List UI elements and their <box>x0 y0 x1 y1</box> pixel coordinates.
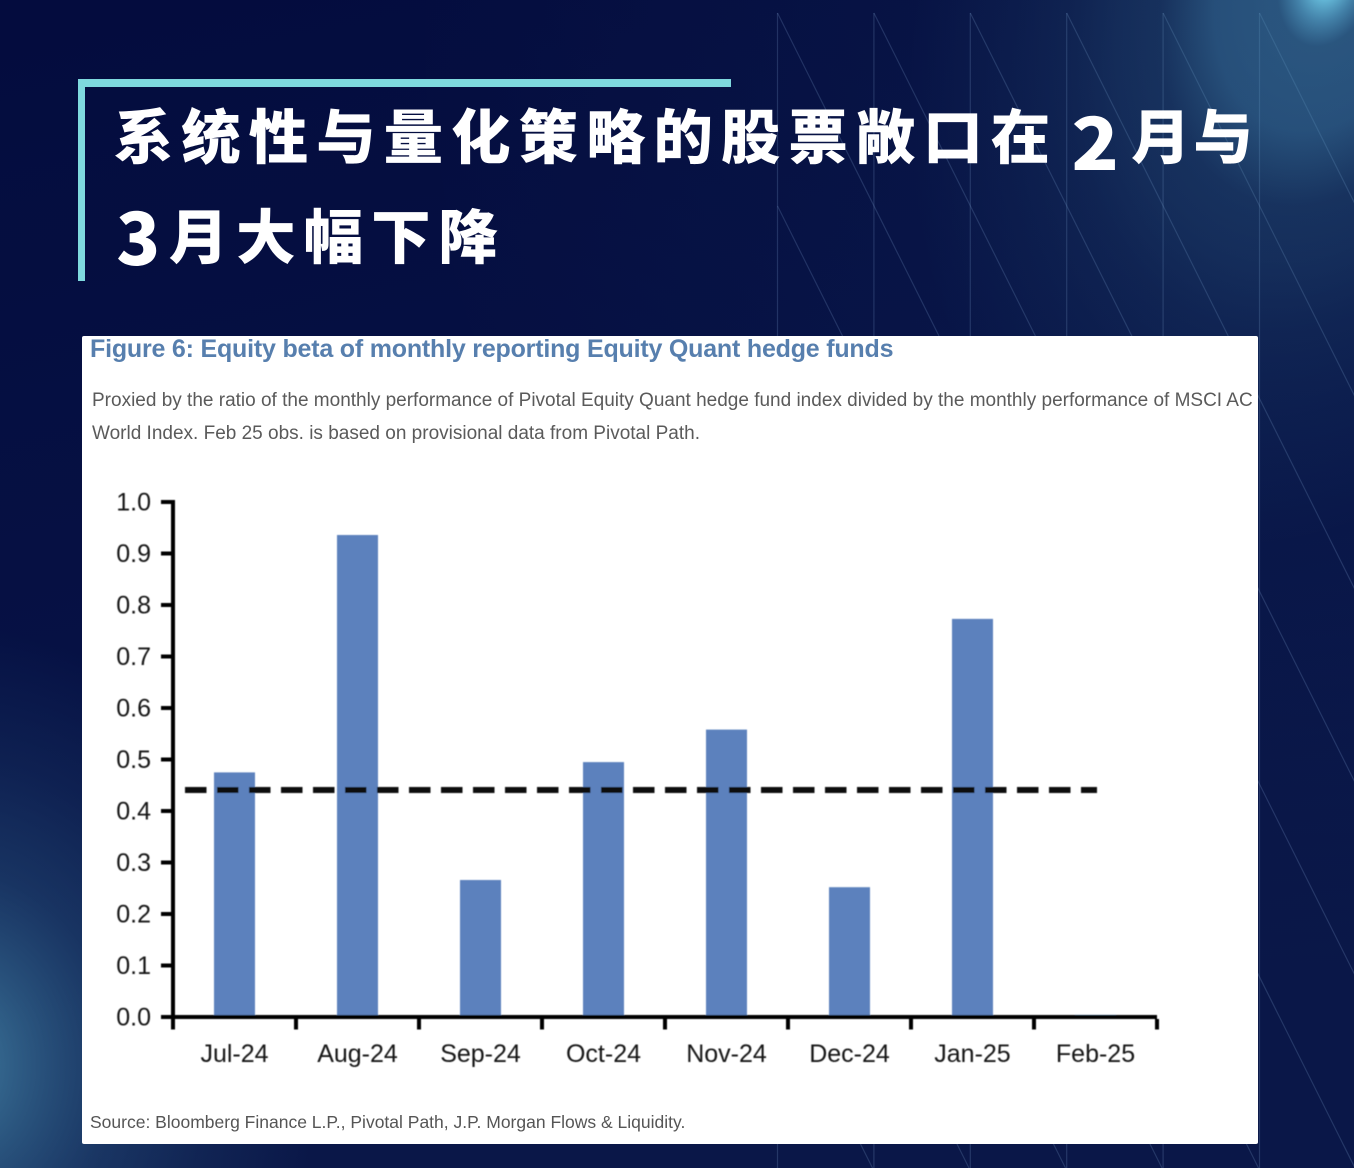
svg-text:0.3: 0.3 <box>116 849 151 877</box>
svg-text:0.0: 0.0 <box>116 1004 151 1032</box>
svg-text:Dec-24: Dec-24 <box>809 1040 890 1068</box>
svg-text:0.2: 0.2 <box>116 901 151 929</box>
svg-text:0.5: 0.5 <box>116 746 151 774</box>
svg-text:Oct-24: Oct-24 <box>566 1040 641 1068</box>
svg-text:Jul-24: Jul-24 <box>200 1040 268 1068</box>
svg-text:0.6: 0.6 <box>116 695 151 723</box>
svg-text:Nov-24: Nov-24 <box>686 1040 767 1068</box>
svg-text:0.1: 0.1 <box>116 952 151 980</box>
svg-text:1.0: 1.0 <box>116 489 151 517</box>
svg-text:Jan-25: Jan-25 <box>934 1040 1010 1068</box>
svg-text:0.8: 0.8 <box>116 592 151 620</box>
svg-text:Sep-24: Sep-24 <box>440 1040 521 1068</box>
svg-text:Aug-24: Aug-24 <box>317 1040 398 1068</box>
svg-text:0.4: 0.4 <box>116 798 151 826</box>
svg-text:Feb-25: Feb-25 <box>1056 1040 1135 1068</box>
svg-text:0.7: 0.7 <box>116 643 151 671</box>
svg-text:0.9: 0.9 <box>116 540 151 568</box>
